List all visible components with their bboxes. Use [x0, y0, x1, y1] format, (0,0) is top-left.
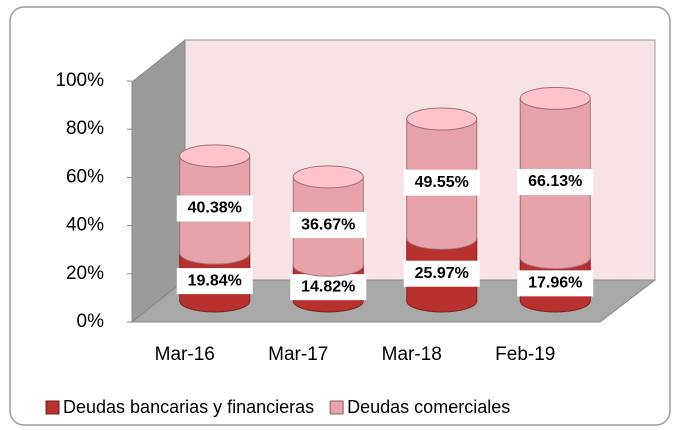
cylinder-cap [292, 165, 364, 189]
value-label-box [517, 169, 594, 196]
value-label-box [290, 274, 367, 301]
y-tick-label: 100% [55, 70, 104, 91]
legend-swatch [329, 400, 344, 415]
y-tick-label: 0% [77, 311, 105, 332]
cylinder-cap [406, 107, 478, 131]
value-label-box [403, 260, 480, 287]
y-tick-label: 40% [66, 215, 104, 236]
value-label: 19.84% [188, 272, 242, 289]
value-label: 25.97% [415, 265, 469, 282]
cylinder-cap [519, 86, 591, 110]
value-label: 40.38% [188, 200, 242, 217]
legend-label: Deudas bancarias y financieras [63, 397, 314, 417]
value-label-box [176, 195, 253, 222]
value-label: 36.67% [301, 216, 355, 233]
legend-label: Deudas comerciales [347, 397, 510, 417]
value-label-box [403, 169, 480, 196]
value-label-box [290, 212, 367, 239]
value-label-box [176, 268, 253, 295]
y-tick-label: 80% [66, 118, 104, 139]
value-label-box [517, 270, 594, 297]
x-tick-label: Feb-19 [495, 344, 555, 365]
legend-swatch [45, 400, 60, 415]
value-label: 49.55% [415, 174, 469, 191]
x-tick-label: Mar-17 [268, 344, 328, 365]
value-label: 14.82% [301, 278, 355, 295]
value-label: 66.13% [528, 173, 582, 190]
y-tick-label: 20% [66, 263, 104, 284]
x-tick-label: Mar-18 [382, 344, 442, 365]
y-tick-label: 60% [66, 166, 104, 187]
x-tick-label: Mar-16 [155, 344, 215, 365]
cylinder-cap [179, 144, 251, 168]
value-label: 17.96% [528, 275, 582, 292]
